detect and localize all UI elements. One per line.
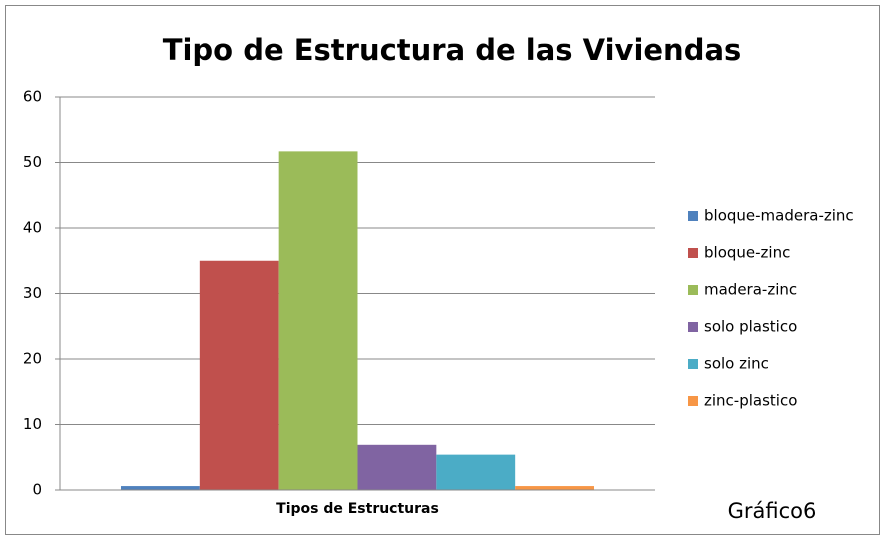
bar bbox=[199, 260, 279, 490]
x-tick-label: Tipos de Estructuras bbox=[276, 501, 439, 517]
legend-swatch bbox=[688, 322, 698, 332]
legend-label: solo zinc bbox=[704, 355, 769, 373]
legend-swatch bbox=[688, 211, 698, 221]
y-tick-label: 50 bbox=[23, 153, 42, 171]
y-tick-label: 60 bbox=[23, 88, 42, 106]
y-tick-label: 10 bbox=[23, 415, 42, 433]
y-tick-label: 40 bbox=[23, 219, 42, 237]
bar bbox=[120, 486, 200, 490]
legend-label: solo plastico bbox=[704, 318, 797, 336]
bar bbox=[515, 486, 595, 490]
bar bbox=[278, 151, 358, 491]
y-tick-label: 0 bbox=[32, 481, 42, 499]
legend-label: madera-zinc bbox=[704, 281, 797, 299]
legend-swatch bbox=[688, 248, 698, 258]
legend-label: bloque-madera-zinc bbox=[704, 207, 854, 225]
bar bbox=[436, 454, 516, 490]
chart-border bbox=[5, 5, 880, 535]
legend-swatch bbox=[688, 396, 698, 406]
y-tick-label: 30 bbox=[23, 284, 42, 302]
legend-label: zinc-plastico bbox=[704, 392, 797, 410]
legend-label: bloque-zinc bbox=[704, 244, 790, 262]
legend-swatch bbox=[688, 359, 698, 369]
y-tick-label: 20 bbox=[23, 350, 42, 368]
annotation: Gráfico6 bbox=[728, 499, 817, 523]
bar bbox=[357, 444, 437, 490]
chart-title: Tipo de Estructura de las Viviendas bbox=[163, 33, 742, 67]
legend-swatch bbox=[688, 285, 698, 295]
